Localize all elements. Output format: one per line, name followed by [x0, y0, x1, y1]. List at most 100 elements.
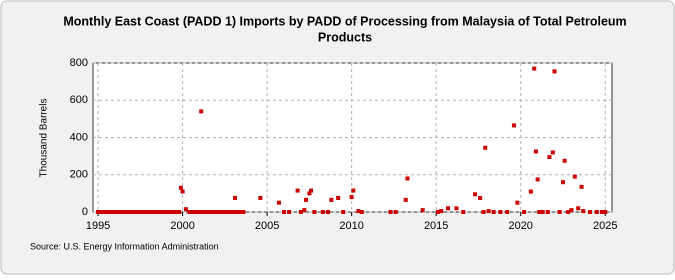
point — [341, 210, 346, 214]
point — [572, 174, 577, 179]
point — [150, 210, 155, 214]
point — [535, 177, 540, 182]
x-tick-label: 2025 — [593, 220, 617, 232]
y-tick-label: 600 — [70, 94, 88, 106]
point — [486, 209, 491, 214]
y-axis-label: Thousand Barrels — [39, 99, 50, 178]
chart-title: Products — [318, 30, 372, 44]
point — [560, 180, 565, 185]
point — [194, 210, 199, 214]
point — [562, 158, 567, 163]
point — [298, 210, 303, 214]
point — [217, 210, 222, 214]
point — [537, 210, 542, 214]
point — [351, 188, 356, 193]
point — [359, 210, 364, 214]
point — [238, 210, 243, 214]
point — [302, 208, 307, 213]
point — [435, 210, 440, 214]
point — [119, 210, 124, 214]
y-tick-label: 0 — [82, 206, 88, 218]
point — [276, 200, 281, 205]
x-tick-label: 2000 — [170, 220, 194, 232]
point — [491, 210, 496, 214]
point — [329, 197, 334, 202]
point — [102, 210, 107, 214]
point — [204, 210, 209, 214]
point — [336, 196, 341, 201]
point — [356, 209, 361, 214]
point — [478, 196, 483, 201]
x-tick-label: 2010 — [339, 220, 363, 232]
point — [547, 155, 552, 160]
point — [576, 206, 581, 211]
point — [579, 184, 584, 189]
point — [388, 210, 393, 214]
point — [603, 210, 608, 214]
point — [129, 210, 134, 214]
point — [511, 123, 516, 128]
point — [221, 210, 226, 214]
point — [320, 210, 325, 214]
point — [533, 149, 538, 154]
point — [200, 210, 205, 214]
point — [173, 210, 178, 214]
point — [211, 210, 216, 214]
point — [199, 109, 204, 114]
point — [393, 210, 398, 214]
point — [156, 210, 161, 214]
point — [307, 191, 312, 196]
point — [532, 66, 537, 71]
point — [569, 208, 574, 213]
point — [146, 210, 151, 214]
point — [126, 210, 131, 214]
point — [304, 197, 309, 202]
point — [214, 210, 219, 214]
point — [515, 200, 520, 205]
point — [557, 210, 562, 214]
point — [170, 210, 175, 214]
point — [473, 192, 478, 197]
point — [231, 210, 236, 214]
point — [187, 210, 192, 214]
source: Source: U.S. Energy Information Administ… — [30, 241, 219, 251]
point — [505, 210, 510, 214]
point — [481, 210, 486, 214]
point — [446, 206, 451, 211]
point — [581, 209, 586, 214]
point — [241, 210, 246, 214]
point — [588, 210, 593, 214]
point — [522, 210, 527, 214]
point — [550, 150, 555, 155]
point — [136, 210, 141, 214]
x-tick-label: 2020 — [508, 220, 532, 232]
y-tick-label: 800 — [70, 57, 88, 69]
point — [160, 210, 165, 214]
point — [454, 206, 459, 211]
point — [258, 196, 263, 201]
point — [233, 196, 238, 201]
point — [116, 210, 121, 214]
point — [163, 210, 168, 214]
x-tick-label: 1995 — [86, 220, 110, 232]
y-tick-label: 200 — [70, 169, 88, 181]
point — [99, 210, 104, 214]
point — [439, 209, 444, 214]
point — [96, 210, 101, 214]
x-tick-label: 2015 — [424, 220, 448, 232]
point — [282, 210, 287, 214]
point — [183, 207, 188, 212]
point — [405, 176, 410, 181]
point — [190, 210, 195, 214]
point — [295, 188, 300, 193]
chart-title: Monthly East Coast (PADD 1) Imports by P… — [63, 14, 626, 28]
point — [420, 208, 425, 213]
point — [123, 210, 128, 214]
point — [177, 210, 182, 214]
point — [180, 189, 185, 194]
point — [309, 188, 314, 193]
point — [143, 210, 148, 214]
point — [140, 210, 145, 214]
point — [133, 210, 138, 214]
point — [566, 210, 571, 214]
